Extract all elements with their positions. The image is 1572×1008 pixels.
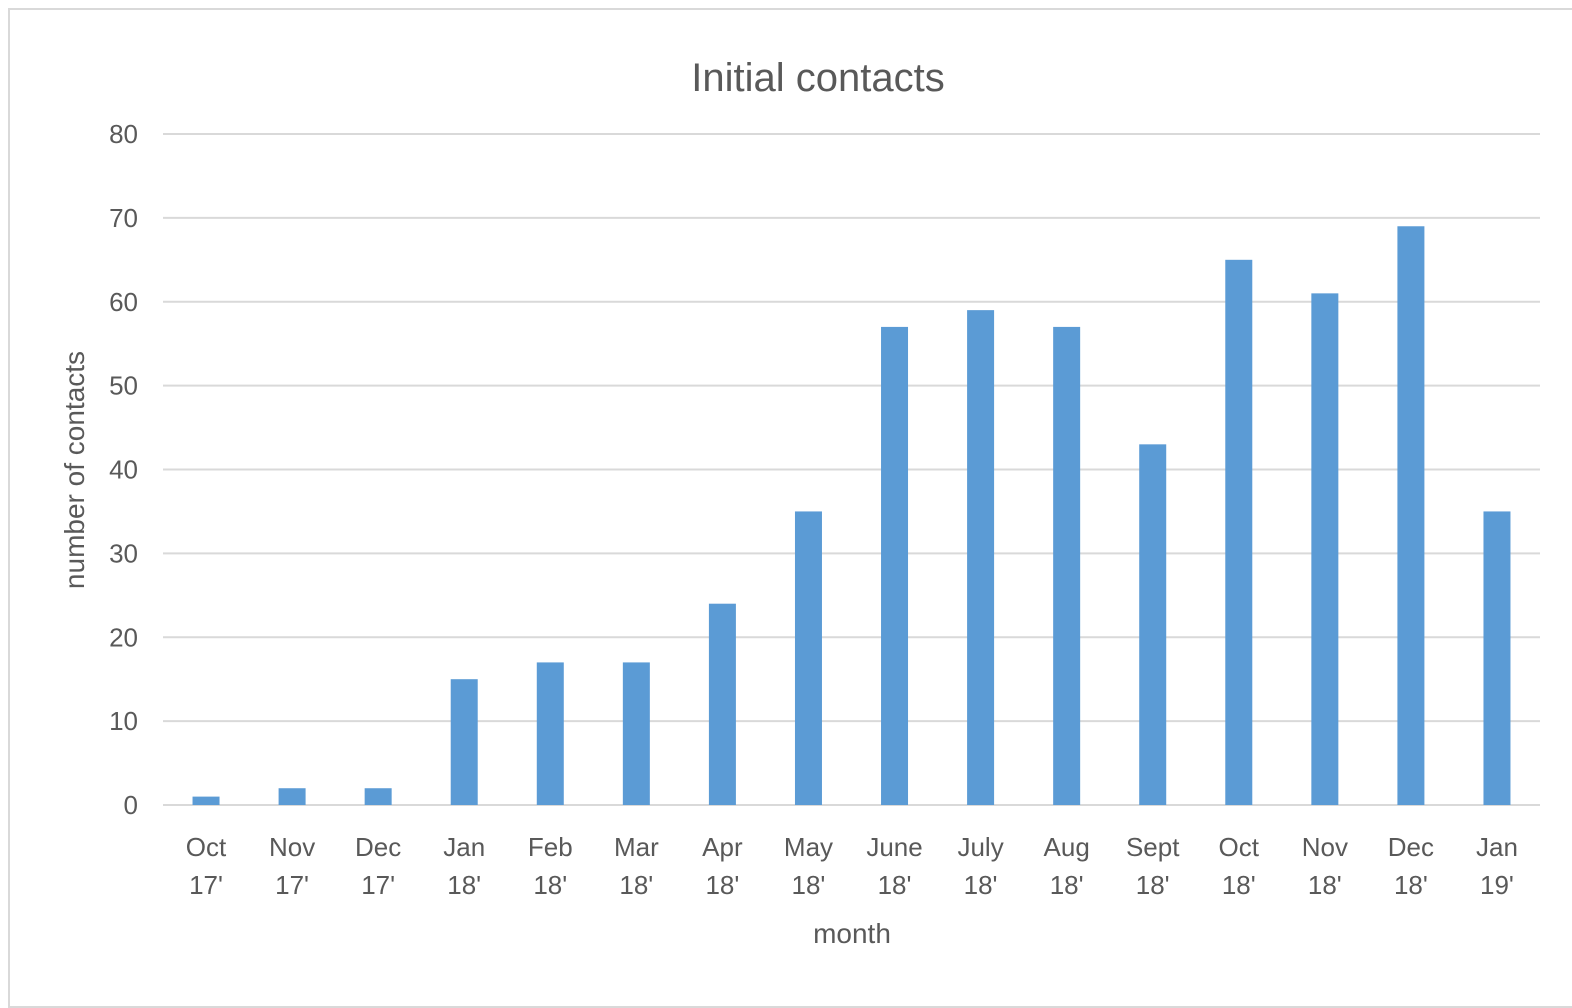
x-tick-label: Sept 18': [1126, 832, 1180, 900]
x-tick-label: May 18': [784, 832, 833, 900]
x-tick-label: Jan 18': [443, 832, 485, 900]
bar: [708, 603, 736, 805]
y-tick-label: 70: [109, 203, 138, 233]
bar: [1139, 444, 1167, 805]
bar: [1311, 293, 1339, 805]
bar: [1397, 226, 1425, 805]
x-tick-label: Mar 18': [614, 832, 659, 900]
x-tick-label: Feb 18': [528, 832, 573, 900]
bar: [881, 326, 909, 805]
x-tick-label: June 18': [866, 832, 922, 900]
x-tick-label: Aug 18': [1044, 832, 1090, 900]
x-tick-label: Dec 17': [355, 832, 401, 900]
bar: [794, 511, 822, 805]
y-axis-title: number of contacts: [59, 351, 90, 589]
bar: [450, 679, 478, 805]
x-tick-label: Nov 18': [1302, 832, 1348, 900]
bar: [1483, 511, 1511, 805]
bar: [622, 662, 650, 805]
bar: [536, 662, 564, 805]
bar: [364, 788, 392, 805]
x-axis-title: month: [813, 918, 891, 949]
y-tick-label: 30: [109, 538, 138, 568]
y-tick-label: 10: [109, 706, 138, 736]
y-tick-label: 50: [109, 371, 138, 401]
y-tick-label: 0: [124, 790, 138, 820]
bar: [192, 796, 220, 805]
x-tick-label: Apr 18': [702, 832, 743, 900]
bar: [278, 788, 306, 805]
bars: [192, 226, 1511, 805]
gridlines: [163, 133, 1540, 806]
y-tick-label: 60: [109, 287, 138, 317]
x-tick-label: Nov 17': [269, 832, 315, 900]
bar: [967, 310, 995, 805]
y-tick-label: 80: [109, 119, 138, 149]
x-axis-ticks: Oct 17' Nov 17' Dec 17' Jan 18' Feb 18' Mar 18' Apr 1…: [186, 832, 1518, 900]
bar: [1053, 326, 1081, 805]
chart-frame: [8, 8, 1572, 1008]
x-tick-label: Oct 18': [1219, 832, 1260, 900]
x-tick-label: Dec 18': [1388, 832, 1434, 900]
chart-title: Initial contacts: [691, 56, 944, 100]
x-tick-label: Oct 17': [186, 832, 227, 900]
y-tick-label: 20: [109, 622, 138, 652]
x-tick-label: July 18': [957, 832, 1003, 900]
y-axis-ticks: 0 10 20 30 40 50 60 70 80: [109, 119, 138, 820]
x-tick-label: Jan 19': [1476, 832, 1518, 900]
y-tick-label: 40: [109, 455, 138, 485]
bar: [1225, 259, 1253, 805]
